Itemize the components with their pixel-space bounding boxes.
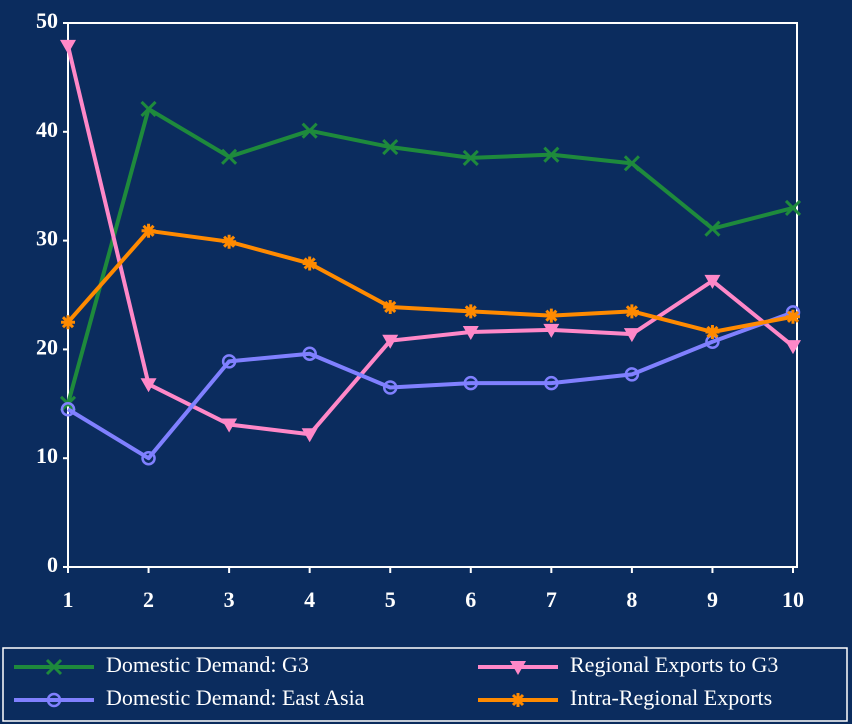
x-tick-label: 10: [782, 587, 804, 612]
legend-label: Domestic Demand: East Asia: [106, 685, 365, 710]
marker: [784, 199, 802, 217]
marker: [543, 323, 560, 338]
marker: [704, 220, 721, 237]
x-tick-label: 3: [224, 587, 235, 612]
legend-label: Domestic Demand: G3: [106, 652, 309, 677]
x-tick-label: 9: [707, 587, 718, 612]
marker: [301, 428, 318, 443]
x-tick-label: 1: [63, 587, 74, 612]
marker: [302, 256, 317, 271]
legend-label: Intra-Regional Exports: [570, 685, 772, 710]
marker: [463, 375, 479, 391]
marker: [462, 325, 479, 340]
marker: [382, 334, 399, 349]
marker: [141, 223, 156, 238]
marker: [45, 658, 63, 676]
legend-box: [2, 647, 848, 722]
marker: [302, 346, 317, 362]
marker: [785, 340, 801, 355]
x-tick-label: 2: [143, 587, 154, 612]
x-tick-label: 6: [465, 587, 476, 612]
series-line: [66, 45, 795, 437]
marker: [46, 692, 62, 708]
marker: [462, 149, 479, 166]
marker: [705, 324, 720, 339]
marker: [61, 315, 75, 330]
x-tick-label: 4: [304, 587, 315, 612]
marker: [383, 299, 398, 314]
marker: [704, 274, 721, 289]
series-line: [66, 228, 794, 334]
marker: [382, 380, 398, 395]
marker: [544, 308, 559, 323]
marker: [624, 304, 639, 319]
marker: [382, 138, 399, 156]
marker: [301, 122, 318, 139]
y-tick-label: 50: [36, 8, 58, 33]
marker: [140, 100, 157, 118]
y-tick-label: 40: [36, 117, 58, 142]
marker: [140, 378, 157, 393]
marker: [222, 234, 237, 249]
legend-label: Regional Exports to G3: [570, 652, 778, 677]
y-tick-label: 30: [36, 226, 58, 251]
marker: [60, 401, 76, 417]
marker: [544, 375, 559, 391]
x-tick-label: 5: [385, 587, 396, 612]
marker: [141, 450, 156, 466]
y-tick-label: 20: [36, 334, 58, 359]
marker: [624, 367, 640, 382]
y-tick-label: 0: [47, 552, 58, 577]
marker: [786, 309, 800, 324]
series-line: [66, 310, 794, 461]
y-tick-label: 10: [36, 443, 58, 468]
x-tick-label: 8: [626, 587, 637, 612]
marker: [623, 155, 640, 172]
marker: [543, 146, 560, 163]
marker: [463, 304, 478, 319]
marker: [221, 418, 238, 433]
series-line: [66, 106, 794, 405]
x-tick-label: 7: [546, 587, 557, 612]
marker: [60, 39, 76, 54]
marker: [510, 661, 526, 675]
marker: [623, 328, 640, 343]
marker: [221, 148, 238, 165]
marker: [511, 693, 525, 707]
plot-frame: [67, 22, 798, 568]
marker: [221, 354, 237, 369]
